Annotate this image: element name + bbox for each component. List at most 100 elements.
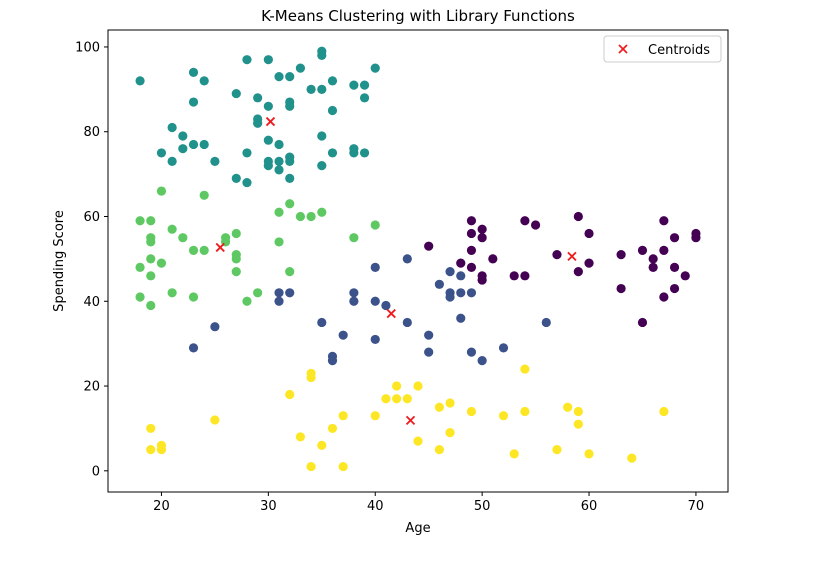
data-point-teal — [317, 131, 327, 141]
y-tick-label: 80 — [83, 125, 100, 140]
data-point-teal — [317, 161, 327, 171]
data-point-teal — [242, 148, 252, 158]
data-point-purple — [509, 271, 519, 281]
data-point-teal — [327, 148, 338, 158]
data-point-blue — [370, 262, 380, 272]
data-point-purple — [680, 271, 690, 281]
data-point-blue — [402, 317, 412, 328]
data-point-green — [231, 254, 241, 264]
data-point-teal — [231, 88, 241, 99]
data-point-teal — [327, 76, 338, 86]
data-point-green — [199, 245, 209, 256]
data-point-green — [167, 288, 177, 298]
data-point-teal — [274, 165, 284, 175]
data-point-yellow — [498, 411, 509, 421]
data-point-green — [349, 233, 359, 243]
data-point-teal — [188, 97, 199, 107]
x-axis-label: Age — [405, 521, 430, 536]
data-point-blue — [456, 271, 466, 281]
data-point-teal — [274, 156, 284, 166]
data-point-yellow — [445, 428, 455, 438]
data-point-blue — [210, 322, 220, 332]
data-point-teal — [317, 84, 327, 94]
data-point-purple — [669, 283, 680, 294]
data-point-blue — [370, 334, 380, 345]
data-point-teal — [178, 131, 188, 141]
data-point-teal — [295, 63, 306, 73]
x-tick-label: 20 — [153, 499, 170, 514]
data-point-blue — [424, 330, 434, 340]
data-point-green — [317, 207, 327, 217]
data-point-yellow — [338, 411, 348, 421]
data-point-blue — [466, 347, 477, 357]
data-point-purple — [466, 216, 477, 226]
data-point-teal — [178, 144, 188, 154]
centroid-marker — [405, 415, 416, 426]
y-tick-label: 20 — [83, 380, 100, 395]
data-point-teal — [156, 148, 167, 158]
data-point-yellow — [392, 394, 402, 404]
data-point-purple — [659, 292, 669, 302]
data-point-purple — [488, 254, 498, 264]
data-point-purple — [477, 224, 487, 234]
centroid-marker — [265, 116, 276, 127]
data-point-teal — [188, 67, 199, 77]
data-point-purple — [466, 262, 477, 272]
legend-centroid-marker — [618, 44, 628, 54]
data-point-green — [146, 254, 156, 264]
centroid-marker — [567, 251, 577, 261]
data-point-blue — [317, 317, 327, 328]
data-point-teal — [199, 139, 209, 150]
centroid-marker — [386, 308, 396, 319]
data-point-purple — [637, 317, 648, 328]
data-point-blue — [274, 288, 284, 298]
data-point-teal — [253, 93, 263, 103]
data-point-green — [146, 271, 156, 281]
data-point-green — [274, 237, 284, 247]
data-point-green — [231, 228, 241, 239]
data-point-blue — [456, 288, 466, 298]
data-point-yellow — [520, 364, 530, 374]
data-point-teal — [263, 161, 273, 171]
data-point-green — [285, 266, 295, 277]
data-point-yellow — [392, 381, 402, 391]
data-point-green — [295, 211, 306, 222]
legend-box — [603, 35, 722, 63]
data-point-teal — [263, 101, 273, 111]
data-point-teal — [199, 76, 209, 86]
data-point-yellow — [573, 419, 583, 429]
data-point-teal — [263, 55, 273, 65]
data-point-yellow — [509, 449, 519, 459]
data-point-blue — [370, 296, 380, 306]
data-point-purple — [637, 245, 648, 256]
data-point-teal — [242, 55, 252, 65]
data-point-yellow — [210, 415, 220, 425]
data-point-green — [156, 186, 167, 196]
data-point-blue — [477, 356, 487, 366]
data-point-teal — [231, 173, 241, 183]
data-point-green — [146, 216, 156, 226]
data-point-purple — [530, 220, 541, 230]
data-point-purple — [648, 262, 658, 272]
data-point-yellow — [434, 402, 444, 412]
data-point-green — [188, 292, 199, 302]
data-point-blue — [327, 356, 338, 366]
data-point-blue — [424, 347, 434, 357]
data-point-purple — [552, 250, 562, 260]
data-point-purple — [659, 216, 669, 226]
data-point-purple — [477, 233, 487, 243]
data-point-green — [146, 300, 156, 311]
data-point-purple — [669, 262, 680, 272]
data-point-purple — [691, 233, 701, 243]
data-point-yellow — [306, 372, 316, 383]
data-point-blue — [498, 343, 509, 353]
x-tick-label: 30 — [260, 499, 277, 514]
data-point-blue — [445, 292, 455, 302]
data-point-purple — [648, 254, 658, 264]
data-point-purple — [456, 258, 466, 268]
data-point-blue — [434, 279, 444, 289]
data-point-teal — [274, 139, 284, 150]
data-point-green — [231, 266, 241, 277]
data-point-teal — [349, 80, 359, 90]
